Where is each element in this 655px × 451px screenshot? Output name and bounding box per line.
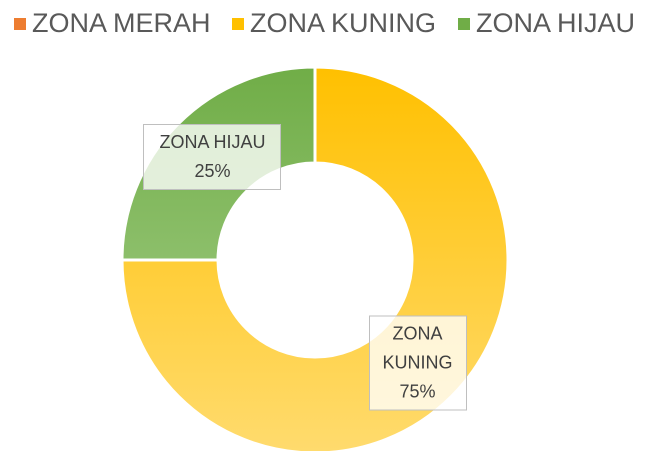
data-label-value: 25% (194, 161, 231, 182)
legend-label: ZONA MERAH (32, 8, 211, 38)
legend-swatch (232, 18, 244, 30)
data-label-value: 75% (399, 381, 436, 402)
data-label: ZONA HIJAU 25% (143, 124, 282, 191)
legend-swatch (14, 18, 26, 30)
data-label: ZONA KUNING 75% (368, 315, 467, 411)
data-label-category: ZONA HIJAU (159, 132, 266, 153)
legend-label: ZONA HIJAU (476, 8, 635, 38)
data-label-category: ZONA KUNING (382, 323, 453, 373)
legend-label: ZONA KUNING (250, 8, 436, 38)
legend-swatch (458, 18, 470, 30)
